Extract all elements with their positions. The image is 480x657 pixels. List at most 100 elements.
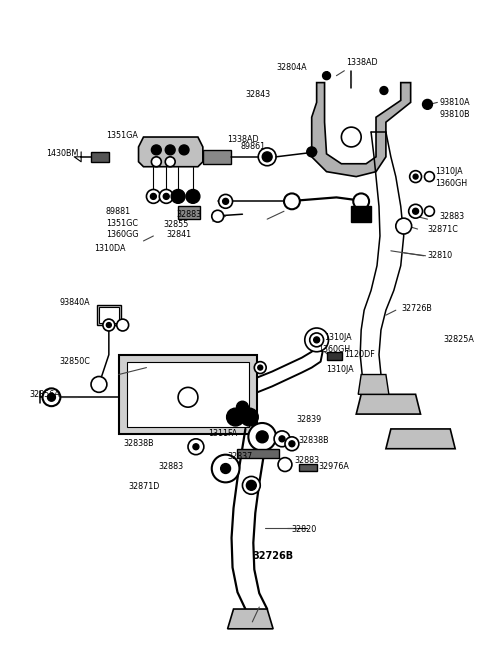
Circle shape	[279, 436, 285, 442]
Bar	[91, 152, 109, 162]
Circle shape	[103, 319, 115, 331]
Text: 32810: 32810	[428, 251, 453, 260]
Circle shape	[163, 193, 169, 199]
Text: 32976A: 32976A	[319, 462, 349, 471]
Bar	[351, 206, 371, 222]
Text: 1351GA: 1351GA	[106, 131, 138, 139]
Circle shape	[274, 431, 290, 447]
Polygon shape	[228, 609, 273, 629]
Circle shape	[262, 152, 272, 162]
Bar	[238, 449, 279, 458]
Circle shape	[422, 99, 432, 109]
Text: 1338AD: 1338AD	[347, 58, 378, 67]
Text: 32841: 32841	[166, 231, 192, 240]
Circle shape	[424, 171, 434, 181]
Circle shape	[242, 476, 260, 494]
Text: 32839: 32839	[297, 415, 322, 424]
Circle shape	[212, 455, 240, 482]
Text: 32883: 32883	[158, 462, 183, 471]
Text: 32883: 32883	[439, 212, 465, 221]
Circle shape	[179, 145, 189, 155]
Circle shape	[107, 323, 111, 327]
Circle shape	[278, 458, 292, 472]
Circle shape	[353, 193, 369, 210]
Text: 1311FA: 1311FA	[208, 430, 237, 438]
Polygon shape	[356, 394, 420, 414]
Circle shape	[237, 401, 248, 413]
Circle shape	[285, 437, 299, 451]
Text: 32726B: 32726B	[252, 551, 293, 560]
Circle shape	[165, 157, 175, 167]
Circle shape	[256, 431, 268, 443]
Circle shape	[186, 189, 200, 203]
Polygon shape	[358, 374, 389, 394]
Bar	[97, 306, 121, 325]
Circle shape	[380, 87, 388, 95]
Bar	[203, 150, 230, 164]
Text: 1310DA: 1310DA	[94, 244, 125, 254]
Circle shape	[146, 189, 160, 203]
Bar	[127, 361, 249, 427]
Circle shape	[150, 193, 156, 199]
Circle shape	[408, 204, 422, 218]
Text: 32838B: 32838B	[124, 440, 154, 448]
Circle shape	[178, 388, 198, 407]
Circle shape	[212, 210, 224, 222]
Circle shape	[227, 408, 244, 426]
Text: 32843: 32843	[245, 90, 271, 99]
Text: 1360GH: 1360GH	[435, 179, 468, 188]
Circle shape	[323, 72, 331, 79]
Circle shape	[258, 148, 276, 166]
Circle shape	[219, 194, 232, 208]
Circle shape	[151, 157, 161, 167]
Circle shape	[307, 147, 317, 157]
Circle shape	[341, 127, 361, 147]
Text: 1360GG: 1360GG	[106, 231, 138, 240]
Text: 32871D: 32871D	[129, 482, 160, 491]
Circle shape	[413, 208, 419, 214]
Circle shape	[248, 423, 276, 451]
Polygon shape	[386, 429, 455, 449]
Circle shape	[284, 193, 300, 210]
Circle shape	[159, 189, 173, 203]
Text: 1351GC: 1351GC	[106, 219, 138, 227]
Circle shape	[396, 218, 412, 234]
Text: 93840A: 93840A	[60, 298, 90, 307]
Text: 1310JA: 1310JA	[324, 333, 352, 342]
Text: 32855: 32855	[163, 219, 189, 229]
Text: 1338AD: 1338AD	[228, 135, 259, 145]
Text: 32804A: 32804A	[276, 63, 307, 72]
Circle shape	[305, 328, 328, 351]
Text: 93810A: 93810A	[439, 98, 470, 107]
Text: 32726B: 32726B	[402, 304, 432, 313]
Circle shape	[313, 337, 320, 343]
Text: 32825A: 32825A	[444, 335, 474, 344]
Circle shape	[424, 206, 434, 216]
Circle shape	[400, 222, 408, 230]
Text: 89861: 89861	[240, 143, 265, 151]
Circle shape	[188, 439, 204, 455]
Text: 32871C: 32871C	[428, 225, 458, 233]
Text: 32883: 32883	[176, 210, 201, 219]
Circle shape	[254, 361, 266, 374]
Circle shape	[48, 394, 55, 401]
Bar	[299, 464, 317, 472]
Bar	[178, 206, 200, 219]
Text: 1120DF: 1120DF	[344, 350, 375, 359]
Circle shape	[221, 464, 230, 474]
Circle shape	[171, 189, 185, 203]
Text: 32838B: 32838B	[299, 436, 329, 445]
Text: 1310JA: 1310JA	[326, 365, 354, 374]
Circle shape	[223, 198, 228, 204]
Circle shape	[91, 376, 107, 392]
Text: 89881: 89881	[106, 207, 131, 215]
Text: 32850C: 32850C	[60, 357, 90, 366]
Circle shape	[413, 174, 418, 179]
Circle shape	[43, 388, 60, 406]
Circle shape	[258, 365, 263, 370]
Circle shape	[310, 333, 324, 347]
Polygon shape	[139, 137, 203, 167]
Bar	[99, 307, 119, 323]
Text: 1360GH: 1360GH	[319, 346, 351, 354]
Circle shape	[240, 408, 258, 426]
